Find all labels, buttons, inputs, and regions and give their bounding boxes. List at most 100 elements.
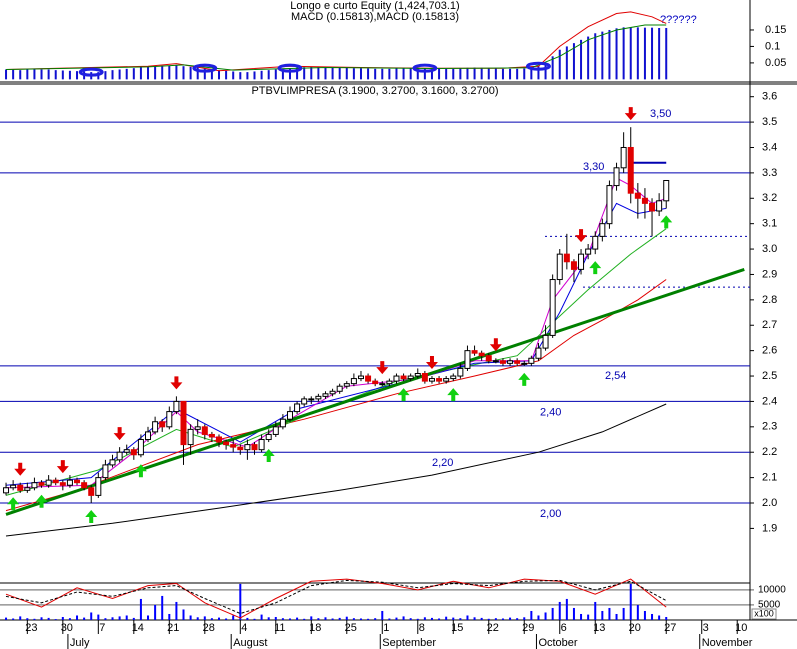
bar <box>68 618 71 620</box>
bar <box>374 618 377 620</box>
bar <box>246 617 249 620</box>
y-tick-label: 3.3 <box>762 167 777 179</box>
bar <box>430 68 433 80</box>
candle-body <box>145 431 152 441</box>
bar <box>132 617 135 620</box>
bar <box>218 617 221 620</box>
bar <box>12 69 15 80</box>
x-tick-label: 20 <box>629 622 641 634</box>
buy-arrow <box>518 372 531 386</box>
candle-body <box>471 350 478 354</box>
bar <box>388 68 391 80</box>
bar <box>651 27 654 80</box>
candle-body <box>187 428 194 446</box>
bar <box>154 66 157 80</box>
y-tick-label: 2.7 <box>762 319 777 331</box>
bar <box>438 618 441 620</box>
candle-body <box>357 375 364 380</box>
candle-body <box>436 378 443 382</box>
bar <box>537 615 540 620</box>
x-tick-label: 6 <box>561 622 567 634</box>
bar <box>296 617 299 620</box>
bar <box>587 614 590 620</box>
candle-body <box>379 383 386 386</box>
candle-body <box>24 487 31 491</box>
price-line <box>5 403 667 537</box>
bar <box>189 615 192 620</box>
bar <box>480 617 483 620</box>
bar <box>175 601 178 620</box>
bar <box>61 616 64 620</box>
bar <box>253 618 256 620</box>
candle-body <box>230 444 237 448</box>
candle-body <box>159 421 166 428</box>
candle-body <box>166 411 173 428</box>
bar <box>281 618 284 620</box>
candle-body <box>464 350 471 369</box>
candle-body <box>329 390 336 395</box>
bar <box>459 618 462 620</box>
volume-note: x100 <box>754 608 774 618</box>
candle-body <box>38 482 45 486</box>
bar <box>594 33 597 80</box>
bar <box>33 68 36 80</box>
buy-arrow <box>397 388 410 402</box>
x-tick-label: 21 <box>167 622 179 634</box>
x-tick-label: 11 <box>274 622 285 634</box>
bar <box>303 67 306 80</box>
candle-body <box>265 433 272 441</box>
candle-body <box>478 352 485 357</box>
candle-body <box>578 253 585 270</box>
x-tick-label: 7 <box>99 622 105 634</box>
candle-body <box>272 426 279 435</box>
bar <box>537 66 540 80</box>
bar <box>47 617 50 620</box>
bar <box>445 68 448 80</box>
bar <box>104 618 107 620</box>
candle-body <box>336 385 343 392</box>
bar <box>530 67 533 80</box>
x-tick-label: 13 <box>593 622 605 634</box>
candle-body <box>322 393 329 397</box>
candle-body <box>137 439 144 456</box>
bar <box>281 68 284 80</box>
candle-body <box>116 451 123 461</box>
bar <box>203 616 206 620</box>
candle-body <box>301 398 308 405</box>
level-label: 3,30 <box>583 161 604 173</box>
bar <box>423 68 426 80</box>
y-tick-label: 2.5 <box>762 370 777 382</box>
bar <box>40 69 43 80</box>
y-tick-label: 5000 <box>758 600 781 611</box>
month-label: August <box>233 637 267 649</box>
candle-body <box>570 261 577 270</box>
bar <box>267 70 270 80</box>
candle-body <box>201 426 208 435</box>
buy-arrow <box>262 449 275 463</box>
candle-body <box>542 334 549 349</box>
buy-arrow <box>7 497 20 511</box>
bar <box>615 28 618 80</box>
bar <box>516 618 519 620</box>
bar <box>643 27 646 80</box>
candle-body <box>549 279 556 336</box>
bar <box>416 618 419 620</box>
bar <box>430 617 433 620</box>
bar <box>182 609 185 620</box>
bar <box>523 617 526 620</box>
bar <box>54 619 57 620</box>
bar <box>466 67 469 80</box>
candle-body <box>66 479 73 486</box>
candle-body <box>308 398 315 401</box>
month-label: July <box>70 637 90 649</box>
bar <box>473 617 476 620</box>
bar <box>132 68 135 80</box>
buy-arrow <box>134 464 147 478</box>
candle-body <box>216 436 223 443</box>
bar <box>246 72 249 80</box>
candle-body <box>123 449 130 453</box>
candle-body <box>457 367 464 377</box>
candle-body <box>130 449 137 456</box>
